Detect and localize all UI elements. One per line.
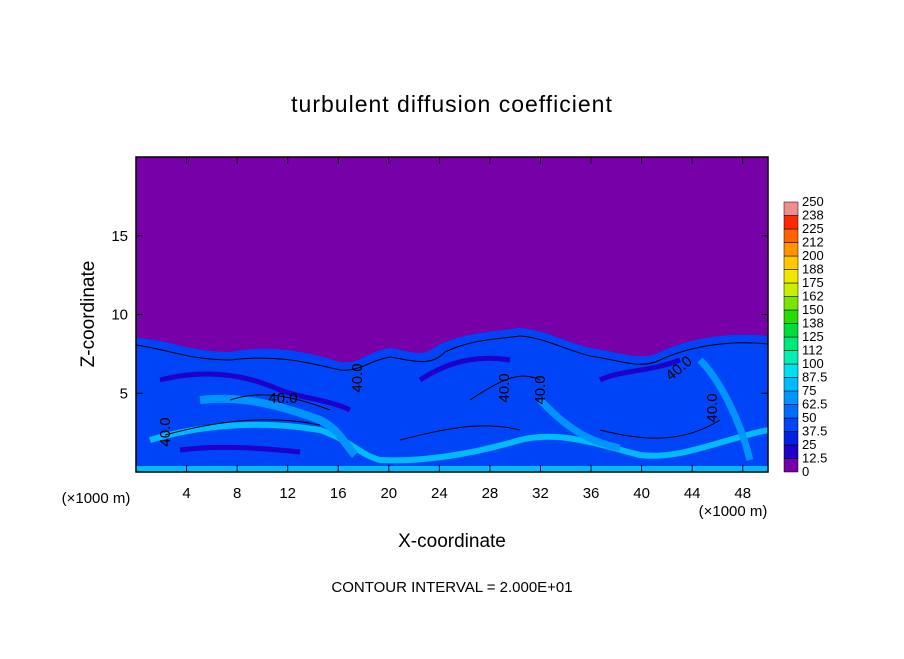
colorbar-label: 175 (802, 275, 824, 290)
contour-line (136, 335, 768, 371)
contour-label: 40.0 (704, 393, 721, 422)
x-tick-label: 16 (330, 485, 347, 502)
colorbar-label: 150 (802, 302, 824, 317)
footnote: CONTOUR INTERVAL = 2.000E+01 (331, 579, 572, 596)
colorbar-label: 200 (802, 248, 824, 263)
contour-line (164, 375, 721, 441)
colorbar-label: 25 (802, 437, 816, 452)
contour-label: 40.0 (157, 417, 174, 446)
colorbar-label: 12.5 (802, 451, 827, 466)
colorbar-swatch (783, 431, 799, 446)
x-tick-label: 32 (532, 485, 549, 502)
x-tick-label: 40 (633, 485, 650, 502)
colorbar-label: 212 (802, 235, 824, 250)
x-tick-label: 12 (279, 485, 296, 502)
streak (159, 355, 681, 455)
colorbar-label: 37.5 (802, 424, 827, 439)
turbulent-layer (136, 328, 768, 472)
colorbar-label: 112 (802, 343, 823, 358)
colorbar-swatch (783, 323, 799, 338)
colorbar-label: 125 (802, 329, 824, 344)
colorbar-swatch (783, 363, 799, 378)
colorbar-swatch (783, 269, 799, 284)
x-tick-label: 4 (182, 485, 190, 502)
colorbar-swatch (783, 350, 799, 365)
x-tick-label: 48 (734, 485, 751, 502)
streak (537, 357, 754, 461)
colorbar-swatch (783, 390, 799, 405)
colorbar-swatch (783, 201, 799, 216)
colorbar-swatch (783, 309, 799, 324)
contour-label: 40.0 (349, 363, 366, 392)
colorbar-label: 250 (802, 194, 824, 209)
colorbar-label: 50 (802, 410, 816, 425)
colorbar-label: 162 (802, 289, 824, 304)
x-tick-label: 24 (431, 485, 448, 502)
colorbar-swatch (783, 417, 799, 432)
colorbar-label: 87.5 (802, 370, 827, 385)
x-axis-label: X-coordinate (398, 531, 506, 552)
colorbar-label: 100 (802, 356, 824, 371)
y-tick-label: 5 (120, 385, 128, 402)
contour-label: 40.0 (496, 373, 513, 402)
colorbar-label: 138 (802, 316, 824, 331)
colorbar-label: 225 (802, 221, 824, 236)
colorbar-label: 75 (802, 383, 816, 398)
x-tick-label: 36 (583, 485, 600, 502)
x-tick-label: 44 (684, 485, 701, 502)
colorbar-swatch (783, 255, 799, 270)
colorbar-swatch (783, 377, 799, 392)
streak (149, 421, 768, 464)
colorbar-swatch (783, 242, 799, 257)
chart-title: turbulent diffusion coefficient (291, 91, 613, 117)
x-unit: (×1000 m) (699, 503, 768, 520)
contour-label: 40.0 (268, 390, 297, 407)
colorbar-swatch (783, 444, 799, 459)
colorbar-label: 62.5 (802, 397, 827, 412)
colorbar-swatch (783, 215, 799, 230)
contour-label: 40.0 (532, 375, 549, 404)
x-tick-label: 8 (233, 485, 241, 502)
streak (199, 394, 358, 458)
colorbar-label: 238 (802, 208, 824, 223)
y-unit: (×1000 m) (62, 490, 131, 507)
contour-field (136, 157, 768, 472)
colorbar-swatch (783, 458, 799, 473)
colorbar-swatch (783, 336, 799, 351)
y-tick-label: 15 (111, 228, 128, 245)
x-tick-label: 20 (380, 485, 397, 502)
colorbar-swatch (783, 282, 799, 297)
colorbar-swatch (783, 296, 799, 311)
surface-layer (136, 466, 768, 472)
y-axis-label: Z-coordinate (78, 261, 99, 368)
colorbar-swatch (783, 404, 799, 419)
colorbar-swatch (783, 228, 799, 243)
x-tick-label: 28 (482, 485, 499, 502)
y-tick-label: 10 (111, 307, 128, 324)
colorbar-label: 0 (802, 464, 809, 479)
colorbar-label: 188 (802, 262, 824, 277)
